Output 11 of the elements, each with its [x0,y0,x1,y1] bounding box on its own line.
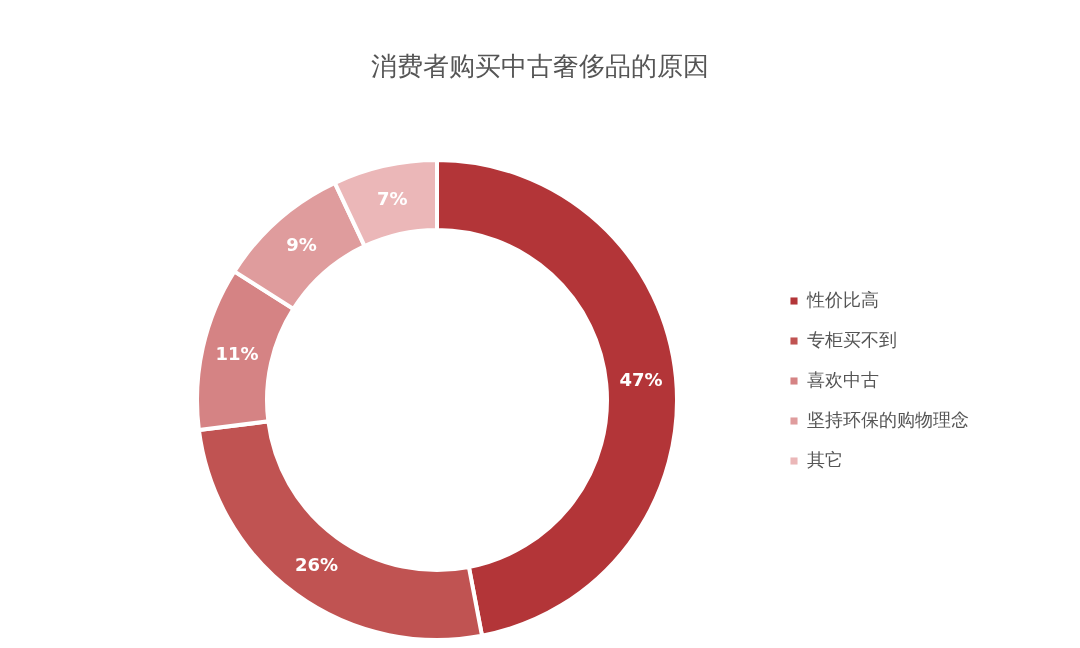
legend-label: 喜欢中古 [807,369,879,390]
legend-label: 其它 [807,449,843,470]
data-label: 7% [377,187,408,209]
data-label: 9% [286,234,317,256]
legend-label: 坚持环保的购物理念 [807,409,969,430]
legend-label: 性价比高 [806,289,879,310]
chart-title: 消费者购买中古奢侈品的原因 [371,51,709,81]
data-label: 47% [619,368,663,390]
data-label: 11% [215,343,259,365]
legend-label: 专柜买不到 [807,329,897,350]
data-label: 26% [294,553,339,575]
